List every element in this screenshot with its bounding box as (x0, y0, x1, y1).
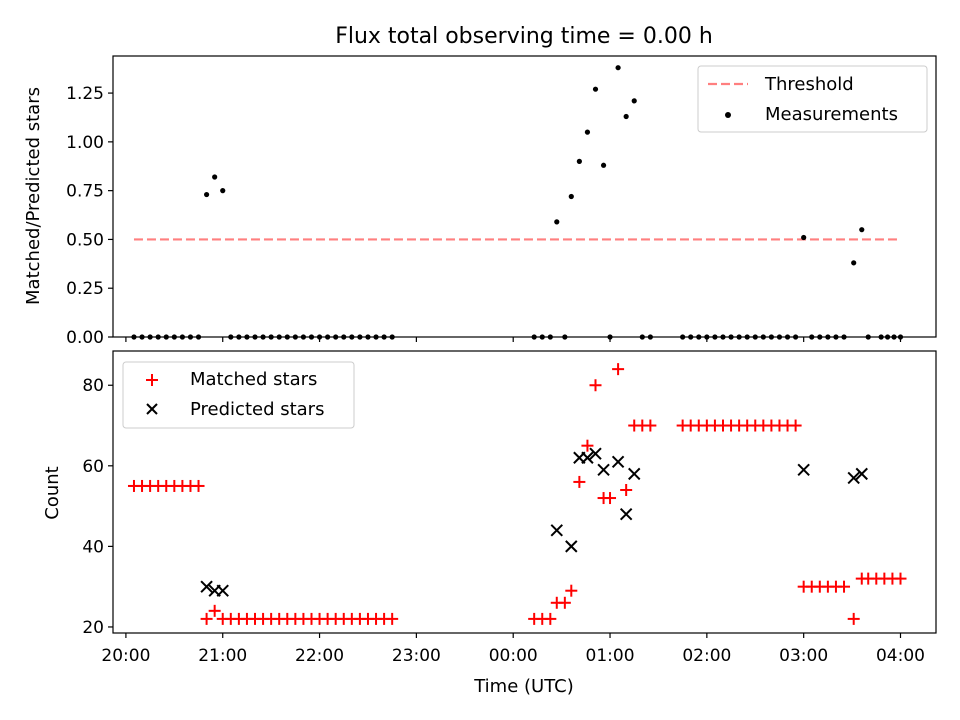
matched-star-point (644, 419, 657, 432)
legend-matched-label: Matched stars (190, 369, 317, 390)
matched-star-point (200, 612, 213, 625)
top-y-tick-label: 0.00 (66, 328, 104, 348)
bottom-plot-area (127, 363, 907, 625)
matched-star-point (789, 419, 802, 432)
top-y-tick-label: 1.25 (66, 84, 104, 104)
predicted-star-point (216, 584, 229, 597)
bottom-x-tick-label: 03:00 (779, 646, 828, 666)
matched-star-point (208, 604, 221, 617)
matched-star-point (558, 596, 571, 609)
predicted-star-point (200, 580, 213, 593)
top-y-tick-label: 0.25 (66, 279, 104, 299)
predicted-star-point (797, 463, 810, 477)
top-y-tick-label: 1.00 (66, 133, 104, 153)
predicted-star-point (589, 447, 602, 460)
measurement-point (631, 98, 637, 104)
bottom-panel: 20 40 60 80 20:00 21:00 22:00 23:00 00:00 01:00 0… (42, 350, 937, 697)
predicted-star-point (565, 540, 578, 553)
matched-star-point (894, 572, 907, 585)
matched-star-point (604, 492, 617, 505)
top-panel: 0.00 0.25 0.50 0.75 1.00 1.25 Matched/Predict… (23, 55, 937, 348)
measurement-point (576, 158, 582, 164)
matched-star-point (838, 580, 851, 593)
predicted-star-point (855, 467, 868, 481)
bottom-x-tick-label: 00:00 (489, 646, 538, 666)
predicted-star-point (619, 507, 633, 521)
measurement-point (801, 234, 807, 241)
matched-star-point (573, 475, 586, 488)
top-x-axis (125, 337, 902, 342)
bottom-x-axis: 20:00 21:00 22:00 23:00 00:00 01:00 02:00 03:00… (101, 633, 925, 666)
predicted-star-point (581, 451, 594, 464)
measurement-point (623, 113, 629, 120)
measurement-point (220, 188, 226, 194)
top-axes-frame (112, 55, 937, 338)
top-y-tick-label: 0.50 (66, 230, 104, 250)
matched-star-point (565, 584, 578, 597)
bottom-axes-frame (112, 350, 937, 634)
matched-star-point (386, 612, 399, 625)
bottom-x-tick-label: 21:00 (198, 646, 247, 666)
bottom-legend-frame (122, 361, 355, 429)
predicted-star-point (611, 455, 625, 468)
matched-star-point (581, 439, 594, 452)
bottom-y-axis-label: Count (42, 466, 63, 519)
bottom-y-tick-label: 20 (82, 618, 104, 638)
measurement-point (600, 162, 607, 168)
matched-star-point (612, 363, 625, 376)
legend-matched-swatch (146, 374, 158, 386)
x-axis-label: Time (UTC) (473, 676, 574, 697)
measurement-point (859, 227, 865, 233)
matched-star-point (620, 483, 633, 496)
bottom-x-tick-label: 02:00 (682, 646, 731, 666)
bottom-x-tick-label: 23:00 (392, 646, 441, 666)
measurement-point (212, 174, 218, 180)
matched-star-point (192, 479, 205, 492)
legend-threshold-label: Threshold (764, 74, 854, 95)
bottom-y-tick-label: 60 (82, 457, 104, 477)
bottom-y-tick-label: 40 (82, 537, 104, 557)
legend-predicted-label: Predicted stars (190, 399, 324, 420)
bottom-y-axis: 20 40 60 80 (82, 376, 113, 638)
measurement-point (584, 129, 591, 135)
predicted-star-point (847, 471, 860, 485)
measurement-point (554, 219, 560, 225)
matched-star-point (847, 612, 860, 625)
bottom-legend: Matched stars Predicted stars (122, 361, 355, 429)
measurement-point (568, 193, 574, 200)
matched-star-point (589, 379, 602, 392)
measurement-point (592, 86, 599, 92)
bottom-x-tick-label: 01:00 (586, 646, 635, 666)
predicted-star-point (550, 524, 563, 537)
top-legend-frame (697, 65, 928, 133)
legend-measurements-swatch (725, 112, 731, 118)
predicted-star-point (597, 463, 610, 477)
bottom-y-tick-label: 80 (82, 376, 104, 396)
measurement-point (615, 65, 621, 71)
chart-title: Flux total observing time = 0.00 h (335, 24, 713, 49)
matched-star-point (544, 612, 557, 625)
predicted-star-point (628, 467, 641, 481)
top-y-axis: 0.00 0.25 0.50 0.75 1.00 1.25 (66, 84, 113, 348)
bottom-x-tick-label: 04:00 (876, 646, 925, 666)
bottom-x-tick-label: 20:00 (101, 646, 150, 666)
legend-measurements-label: Measurements (765, 104, 898, 125)
measurement-point (203, 191, 210, 198)
legend-predicted-swatch (146, 403, 158, 415)
top-legend: Threshold Measurements (697, 65, 928, 133)
bottom-x-tick-label: 22:00 (295, 646, 344, 666)
top-y-axis-label: Matched/Predicted stars (23, 87, 44, 305)
measurement-point (851, 260, 857, 266)
top-y-tick-label: 0.75 (66, 182, 104, 202)
